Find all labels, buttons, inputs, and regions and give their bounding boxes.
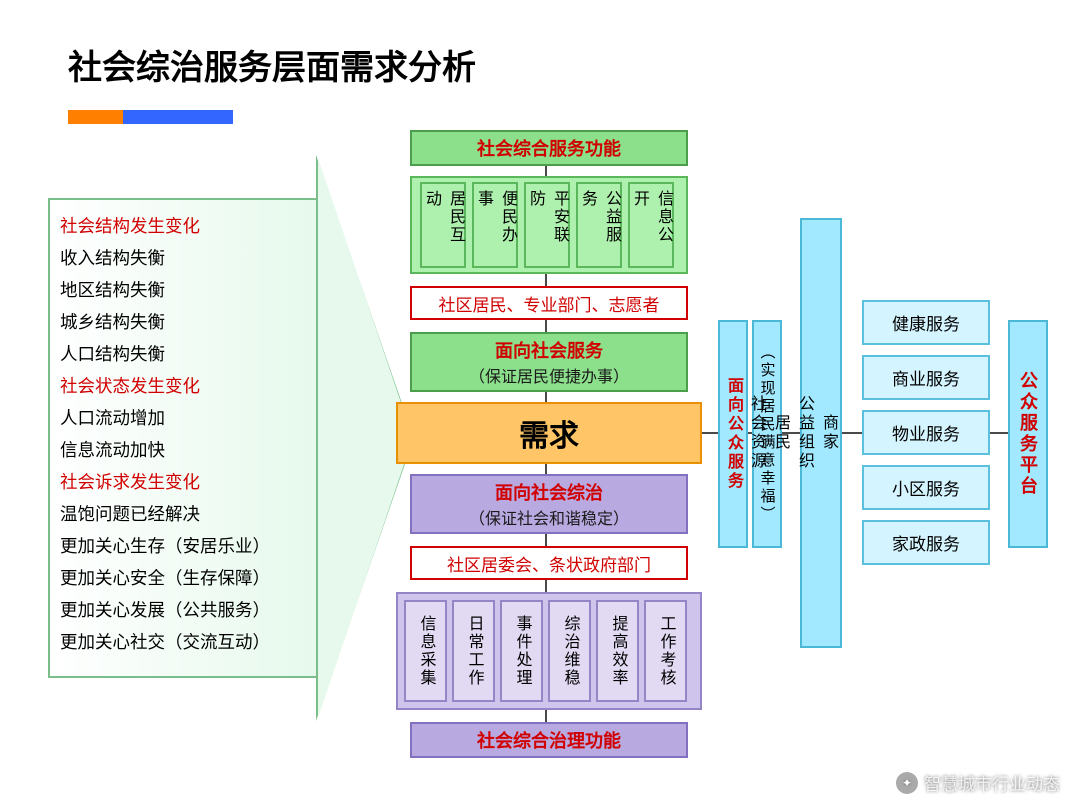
accent-bars <box>68 110 233 124</box>
social-gov-title: 面向社会综治 <box>495 479 603 505</box>
social-service-sub: （保证居民便捷办事） <box>469 363 629 387</box>
actors-bottom: 社区居委会、条状政府部门 <box>410 546 688 580</box>
social-service-block: 面向社会服务 （保证居民便捷办事） <box>410 332 688 392</box>
resource-item: 商家 <box>816 414 840 452</box>
platform-bar: 公众服务平台 <box>1008 320 1048 548</box>
bottom-function-label: 社会综合治理功能 <box>477 727 621 753</box>
list-item: 社会状态发生变化 <box>60 370 320 402</box>
top-item: 公益服务 <box>576 182 622 268</box>
social-gov-sub: （保证社会和谐稳定） <box>469 505 629 529</box>
resource-item: 居民 <box>768 414 792 452</box>
list-item: 更加关心安全（生存保障） <box>60 562 320 594</box>
arrow-list: 社会结构发生变化 收入结构失衡 地区结构失衡 城乡结构失衡 人口结构失衡 社会状… <box>60 210 320 658</box>
list-item: 地区结构失衡 <box>60 274 320 306</box>
bottom-item: 日常工作 <box>452 600 495 702</box>
service-item: 小区服务 <box>862 465 990 510</box>
bottom-item: 信息采集 <box>404 600 447 702</box>
list-item: 人口流动增加 <box>60 402 320 434</box>
service-item: 物业服务 <box>862 410 990 455</box>
platform-label: 公众服务平台 <box>1015 371 1041 497</box>
service-item: 健康服务 <box>862 300 990 345</box>
watermark-text: 智慧城市行业动态 <box>924 770 1060 795</box>
list-item: 人口结构失衡 <box>60 338 320 370</box>
page-title: 社会综治服务层面需求分析 <box>68 40 476 89</box>
services-column: 健康服务 商业服务 物业服务 小区服务 家政服务 <box>862 300 990 565</box>
service-item: 家政服务 <box>862 520 990 565</box>
list-item: 城乡结构失衡 <box>60 306 320 338</box>
top-items-row: 居民互动 便民办事 平安联防 公益服务 信息公开 <box>420 182 674 268</box>
resources-bar: 商家 公益组织 居民 社会资源 <box>800 218 842 648</box>
resource-item: 社会资源 <box>744 395 768 471</box>
top-item: 平安联防 <box>524 182 570 268</box>
service-item: 商业服务 <box>862 355 990 400</box>
social-gov-block: 面向社会综治 （保证社会和谐稳定） <box>410 474 688 534</box>
bottom-item: 提高效率 <box>596 600 639 702</box>
top-item: 居民互动 <box>420 182 466 268</box>
list-item: 更加关心发展（公共服务） <box>60 594 320 626</box>
bottom-item: 事件处理 <box>500 600 543 702</box>
accent-blue <box>123 110 233 124</box>
list-item: 信息流动加快 <box>60 434 320 466</box>
bottom-function-block: 社会综合治理功能 <box>410 722 688 758</box>
list-item: 社会结构发生变化 <box>60 210 320 242</box>
list-item: 更加关心生存（安居乐业） <box>60 530 320 562</box>
top-function-label: 社会综合服务功能 <box>477 135 621 161</box>
list-item: 收入结构失衡 <box>60 242 320 274</box>
social-service-title: 面向社会服务 <box>495 337 603 363</box>
wechat-icon: ✦ <box>896 772 918 794</box>
bottom-items-row: 信息采集 日常工作 事件处理 综治维稳 提高效率 工作考核 <box>404 600 687 702</box>
public-service-title: 面向公众服务 <box>721 377 745 491</box>
bottom-item: 工作考核 <box>644 600 687 702</box>
top-function-block: 社会综合服务功能 <box>410 130 688 166</box>
top-item: 信息公开 <box>628 182 674 268</box>
list-item: 社会诉求发生变化 <box>60 466 320 498</box>
actors-top: 社区居民、专业部门、志愿者 <box>410 286 688 320</box>
list-item: 温饱问题已经解决 <box>60 498 320 530</box>
list-item: 更加关心社交（交流互动） <box>60 626 320 658</box>
demand-block: 需求 <box>396 402 702 464</box>
top-item: 便民办事 <box>472 182 518 268</box>
accent-orange <box>68 110 123 124</box>
bottom-item: 综治维稳 <box>548 600 591 702</box>
resource-item: 公益组织 <box>792 395 816 471</box>
watermark: ✦ 智慧城市行业动态 <box>896 770 1060 795</box>
demand-label: 需求 <box>519 411 579 455</box>
